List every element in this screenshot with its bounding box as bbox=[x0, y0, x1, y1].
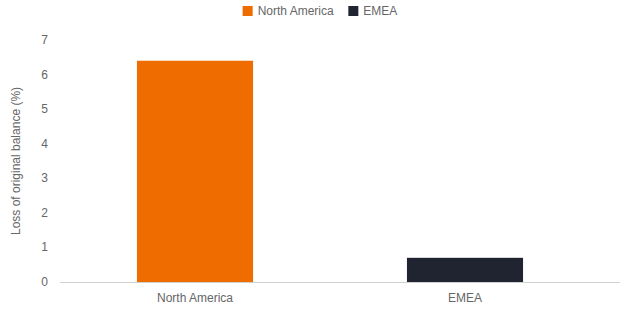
y-tick bbox=[56, 143, 60, 144]
x-tick-label: EMEA bbox=[448, 291, 482, 305]
x-axis-line bbox=[60, 282, 620, 283]
y-tick-label: 6 bbox=[41, 68, 48, 82]
legend-swatch bbox=[243, 6, 253, 16]
legend: North America EMEA bbox=[243, 4, 398, 18]
y-tick-label: 5 bbox=[41, 102, 48, 116]
x-tick-label: North America bbox=[157, 291, 233, 305]
bar bbox=[137, 61, 253, 282]
y-tick bbox=[56, 247, 60, 248]
y-tick bbox=[56, 109, 60, 110]
bar bbox=[407, 258, 523, 282]
bars bbox=[137, 61, 523, 282]
y-tick bbox=[56, 178, 60, 179]
chart: North America EMEA 0 1 2 3 4 5 6 7 Loss of origina… bbox=[0, 0, 640, 314]
y-tick bbox=[56, 282, 60, 283]
y-tick-label: 0 bbox=[41, 275, 48, 289]
y-tick-label: 1 bbox=[41, 240, 48, 254]
y-axis-label: Loss of original balance (%) bbox=[9, 87, 23, 235]
y-tick-label: 3 bbox=[41, 171, 48, 185]
y-tick bbox=[56, 40, 60, 41]
y-tick-label: 2 bbox=[41, 206, 48, 220]
y-tick-label: 7 bbox=[41, 33, 48, 47]
y-tick-label: 4 bbox=[41, 137, 48, 151]
legend-label: EMEA bbox=[363, 4, 397, 18]
y-tick bbox=[56, 74, 60, 75]
y-tick bbox=[56, 212, 60, 213]
legend-swatch bbox=[348, 6, 358, 16]
legend-label: North America bbox=[258, 4, 334, 18]
